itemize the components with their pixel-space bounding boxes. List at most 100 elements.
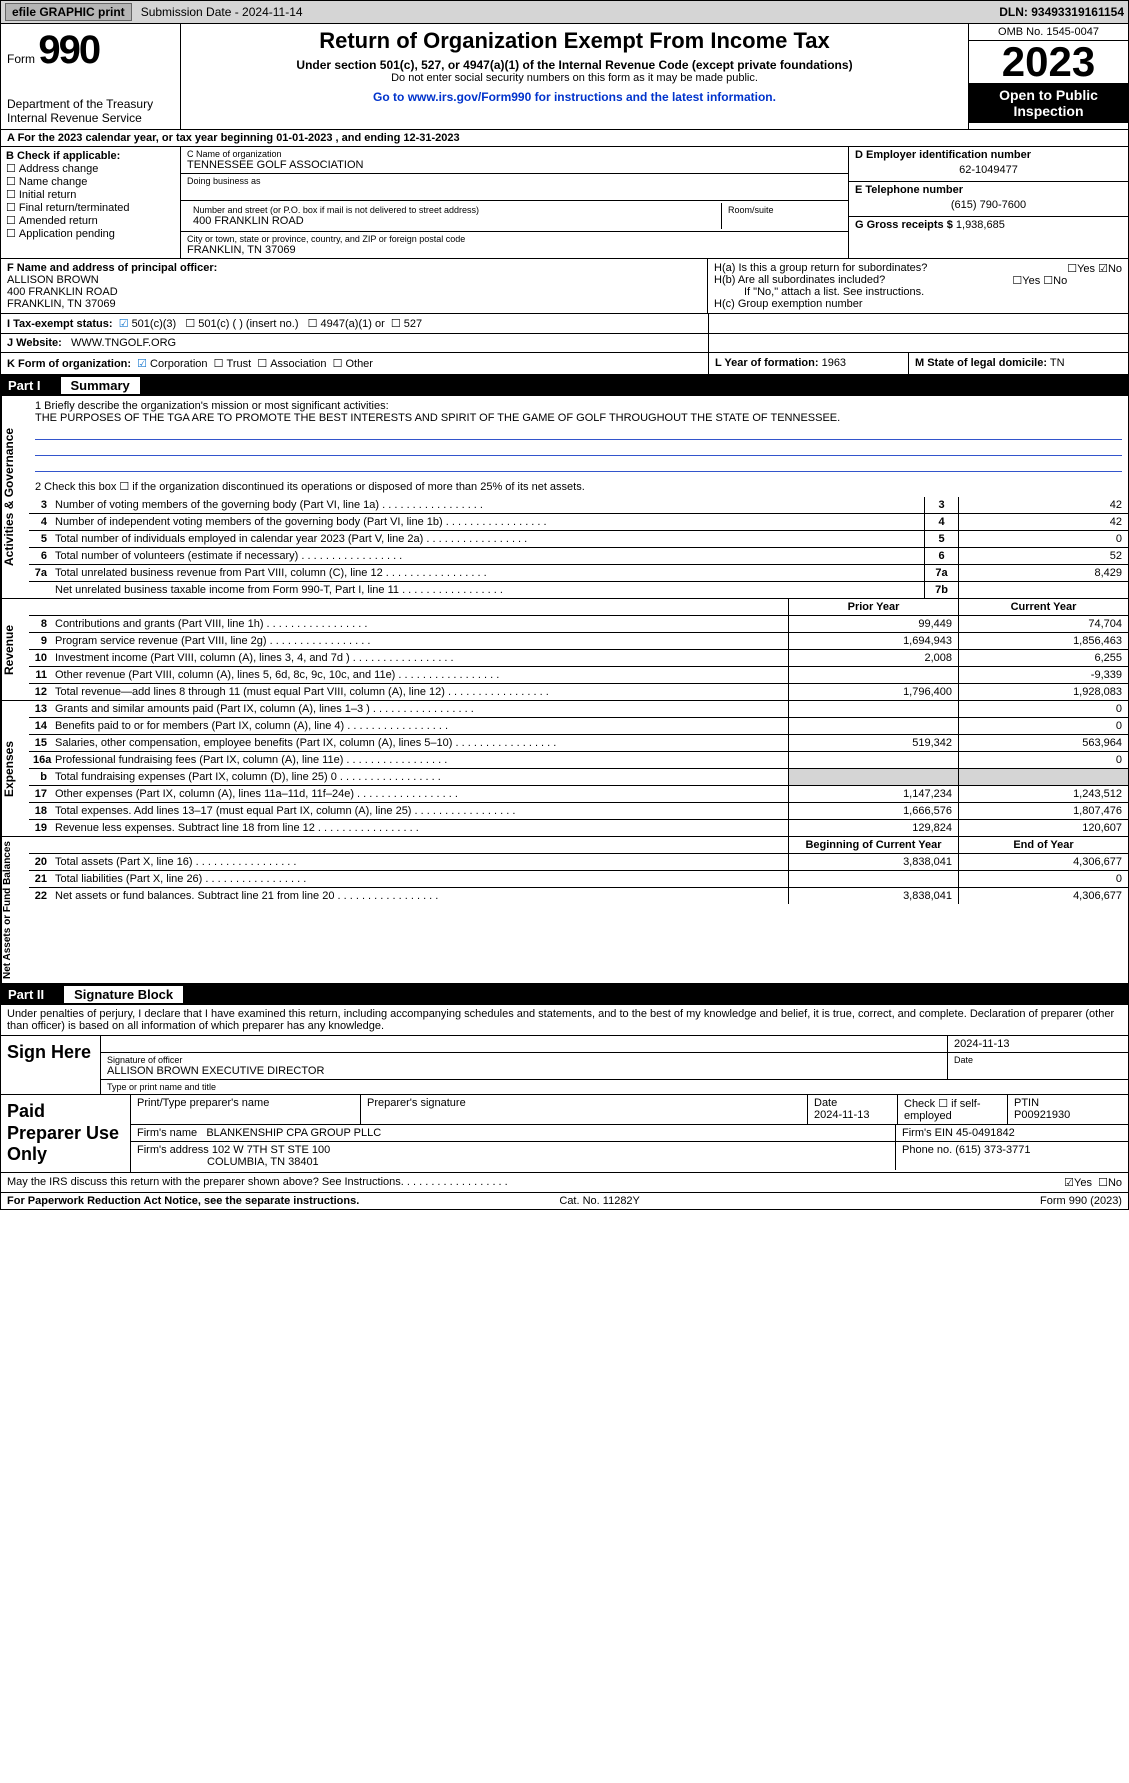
col-d-ein: D Employer identification number 62-1049… <box>848 147 1128 258</box>
row-a-tax-year: A For the 2023 calendar year, or tax yea… <box>0 130 1129 147</box>
mission-answer: THE PURPOSES OF THE TGA ARE TO PROMOTE T… <box>35 412 1122 424</box>
firm-phone: (615) 373-3771 <box>955 1144 1030 1156</box>
year-formation: 1963 <box>822 357 846 369</box>
discuss-no[interactable]: No <box>1108 1177 1122 1189</box>
block-bcd: B Check if applicable: Address change Na… <box>0 147 1129 259</box>
chk-address-change[interactable]: Address change <box>6 162 175 175</box>
part1-body: Activities & Governance 1 Briefly descri… <box>0 396 1129 984</box>
form-footer-label: Form 990 (2023) <box>1040 1195 1122 1207</box>
form-number: 990 <box>38 28 99 72</box>
prep-selfemp[interactable]: Check ☐ if self-employed <box>898 1095 1008 1124</box>
c-name-label: C Name of organization <box>187 149 842 159</box>
city-label: City or town, state or province, country… <box>187 234 842 244</box>
hb-yes[interactable]: Yes <box>1022 275 1040 287</box>
hb-note: If "No," attach a list. See instructions… <box>714 286 1122 298</box>
gross-receipts-value: 1,938,685 <box>956 219 1005 231</box>
discuss-yes[interactable]: Yes <box>1074 1177 1092 1189</box>
hb-no[interactable]: No <box>1053 275 1067 287</box>
firm-phone-lbl: Phone no. <box>902 1144 952 1156</box>
ein-label: D Employer identification number <box>855 149 1122 161</box>
col-b-checkboxes: B Check if applicable: Address change Na… <box>1 147 181 258</box>
j-label: J Website: <box>7 337 62 349</box>
firm-name-lbl: Firm's name <box>137 1127 197 1139</box>
dept-treasury: Department of the Treasury <box>7 97 174 111</box>
chk-amended-return[interactable]: Amended return <box>6 214 175 227</box>
part2-title: Signature Block <box>64 986 183 1003</box>
k-label: K Form of organization: <box>7 358 131 370</box>
prep-name-hdr: Print/Type preparer's name <box>137 1097 354 1109</box>
submission-date: Submission Date - 2024-11-14 <box>138 5 306 19</box>
chk-application-pending[interactable]: Application pending <box>6 227 175 240</box>
website-value: WWW.TNGOLF.ORG <box>71 337 176 349</box>
hb-label: H(b) Are all subordinates included? <box>714 274 885 286</box>
chk-4947[interactable]: 4947(a)(1) or <box>308 318 385 330</box>
officer-name: ALLISON BROWN <box>7 274 701 286</box>
ha-yes[interactable]: Yes <box>1077 263 1095 275</box>
officer-sign-name: ALLISON BROWN EXECUTIVE DIRECTOR <box>107 1065 941 1077</box>
part1-bar: Part I Summary <box>0 375 1129 396</box>
ein-value: 62-1049477 <box>855 161 1122 179</box>
footer: For Paperwork Reduction Act Notice, see … <box>0 1193 1129 1210</box>
chk-501c[interactable]: 501(c) ( ) (insert no.) <box>185 318 298 330</box>
chk-association[interactable]: Association <box>257 358 326 370</box>
part2-num: Part II <box>8 987 64 1002</box>
top-toolbar: efile GRAPHIC print Submission Date - 20… <box>0 0 1129 24</box>
city-state-zip: FRANKLIN, TN 37069 <box>187 244 842 256</box>
efile-print-button[interactable]: efile GRAPHIC print <box>5 3 132 21</box>
firm-addr-lbl: Firm's address <box>137 1144 209 1156</box>
form-title: Return of Organization Exempt From Incom… <box>187 28 962 54</box>
prep-sig-hdr: Preparer's signature <box>367 1097 801 1109</box>
street-label: Number and street (or P.O. box if mail i… <box>193 205 715 215</box>
firm-addr2: COLUMBIA, TN 38401 <box>137 1156 319 1168</box>
m-label: M State of legal domicile: <box>915 357 1047 369</box>
chk-initial-return[interactable]: Initial return <box>6 188 175 201</box>
row-fh: F Name and address of principal officer:… <box>0 259 1129 314</box>
chk-corporation[interactable]: Corporation <box>137 358 207 370</box>
ha-no[interactable]: No <box>1108 263 1122 275</box>
hdr-begin-year: Beginning of Current Year <box>788 837 958 853</box>
irs-label: Internal Revenue Service <box>7 111 174 125</box>
chk-501c3[interactable]: 501(c)(3) <box>119 318 177 330</box>
officer-addr1: 400 FRANKLIN ROAD <box>7 286 701 298</box>
sign-date1: 2024-11-13 <box>948 1036 1128 1052</box>
room-label: Room/suite <box>728 205 836 215</box>
state-domicile: TN <box>1050 357 1065 369</box>
declaration: Under penalties of perjury, I declare th… <box>1 1005 1128 1035</box>
dln-label: DLN: 93493319161154 <box>999 5 1124 19</box>
row-j: J Website: WWW.TNGOLF.ORG <box>0 334 1129 353</box>
f-label: F Name and address of principal officer: <box>7 262 701 274</box>
form-header: Form 990 Department of the Treasury Inte… <box>0 24 1129 130</box>
chk-other[interactable]: Other <box>333 358 373 370</box>
chk-trust[interactable]: Trust <box>214 358 252 370</box>
irs-link[interactable]: Go to www.irs.gov/Form990 for instructio… <box>373 90 776 104</box>
chk-final-return[interactable]: Final return/terminated <box>6 201 175 214</box>
part2-bar: Part II Signature Block <box>0 984 1129 1005</box>
line2: 2 Check this box ☐ if the organization d… <box>29 476 1128 497</box>
hdr-prior-year: Prior Year <box>788 599 958 615</box>
org-name: TENNESSEE GOLF ASSOCIATION <box>187 159 842 171</box>
hdr-current-year: Current Year <box>958 599 1128 615</box>
form-subtitle: Under section 501(c), 527, or 4947(a)(1)… <box>187 58 962 72</box>
ptin-val: P00921930 <box>1014 1109 1070 1121</box>
chk-527[interactable]: 527 <box>391 318 422 330</box>
hc-label: H(c) Group exemption number <box>714 298 1122 310</box>
open-inspection-badge: Open to Public Inspection <box>969 83 1128 123</box>
telephone-value: (615) 790-7600 <box>855 196 1122 214</box>
tax-year: 2023 <box>969 41 1128 83</box>
type-print-lbl: Type or print name and title <box>101 1080 1128 1094</box>
ssn-warning: Do not enter social security numbers on … <box>187 72 962 84</box>
firm-name: BLANKENSHIP CPA GROUP PLLC <box>206 1127 381 1139</box>
gross-receipts-label: G Gross receipts $ <box>855 219 953 231</box>
underline <box>35 426 1122 440</box>
row-i: I Tax-exempt status: 501(c)(3) 501(c) ( … <box>0 314 1129 334</box>
street-address: 400 FRANKLIN ROAD <box>193 215 715 227</box>
underline <box>35 458 1122 472</box>
chk-name-change[interactable]: Name change <box>6 175 175 188</box>
discuss-row: May the IRS discuss this return with the… <box>0 1173 1129 1193</box>
row-klm: K Form of organization: Corporation Trus… <box>0 353 1129 375</box>
officer-addr2: FRANKLIN, TN 37069 <box>7 298 701 310</box>
date-lbl: Date <box>954 1055 1122 1065</box>
underline <box>35 442 1122 456</box>
discuss-text: May the IRS discuss this return with the… <box>7 1176 508 1189</box>
part1-title: Summary <box>61 377 140 394</box>
